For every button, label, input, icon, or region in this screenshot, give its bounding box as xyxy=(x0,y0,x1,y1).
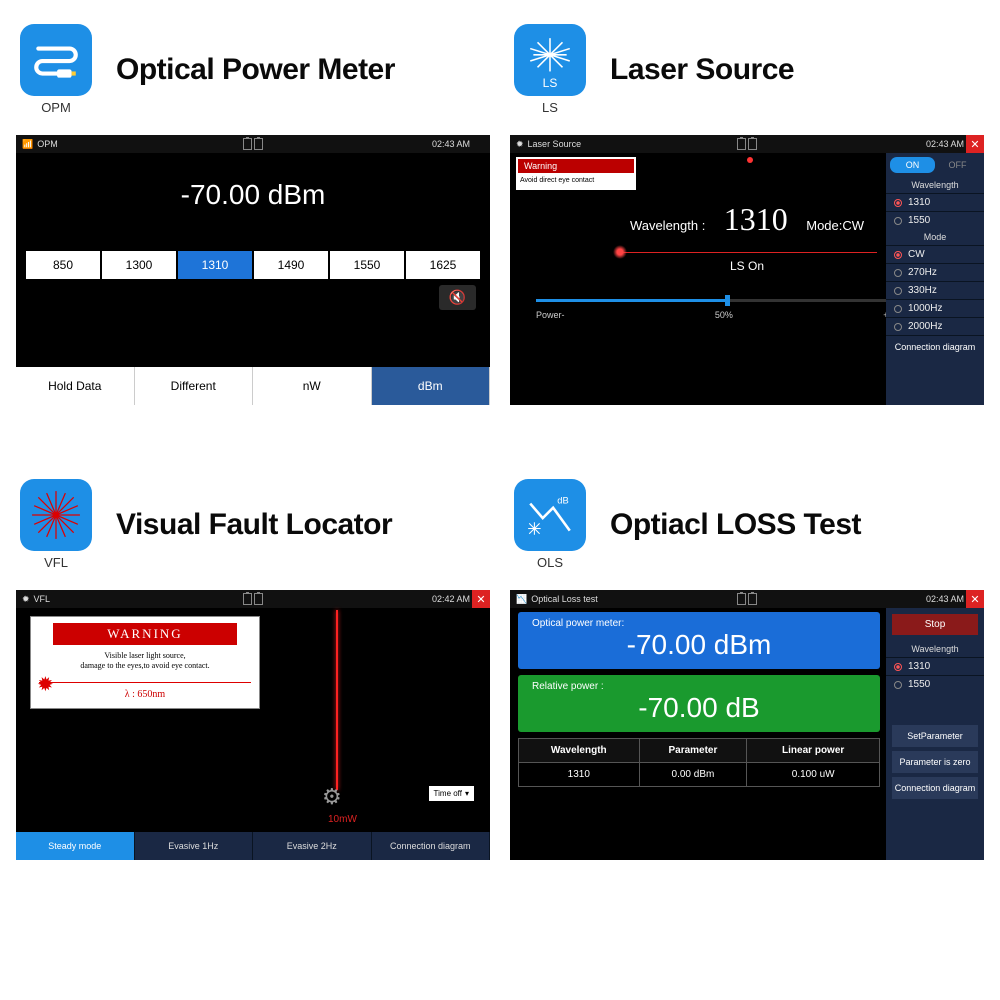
vfl-time: 02:42 AM xyxy=(432,594,470,604)
close-icon[interactable]: ✕ xyxy=(966,135,984,153)
header-vfl: VFL Visual Fault Locator xyxy=(16,473,490,578)
ls-wl-1310[interactable]: 1310 xyxy=(886,193,984,211)
hold-data-button[interactable]: Hold Data xyxy=(16,367,135,405)
ls-mode-2000[interactable]: 2000Hz xyxy=(886,317,984,335)
vfl-icon-label: VFL xyxy=(20,555,92,570)
ols-time: 02:43 AM xyxy=(926,594,964,604)
ols-status-title: 📉 Optical Loss test xyxy=(516,594,598,605)
ols-screen: 📉 Optical Loss test 02:43 AM ✕ Optical p… xyxy=(510,590,984,860)
ls-mode-330[interactable]: 330Hz xyxy=(886,281,984,299)
ls-screen: ✹ Laser Source 02:43 AM ✕ Warning Avoid … xyxy=(510,135,984,405)
wl-1310[interactable]: 1310 xyxy=(178,251,252,279)
wl-1300[interactable]: 1300 xyxy=(102,251,176,279)
ls-mode-1000[interactable]: 1000Hz xyxy=(886,299,984,317)
table-row: 1310 0.00 dBm 0.100 uW xyxy=(519,763,880,787)
header-ls: LS LS Laser Source xyxy=(510,18,984,123)
header-ols: dB OLS Optiacl LOSS Test xyxy=(510,473,984,578)
ls-title: Laser Source xyxy=(610,53,794,87)
close-icon[interactable]: ✕ xyxy=(966,590,984,608)
ls-wl-label: Wavelength : xyxy=(630,218,705,233)
wl-850[interactable]: 850 xyxy=(26,251,100,279)
opm-icon-label: OPM xyxy=(20,100,92,115)
ls-mode-270[interactable]: 270Hz xyxy=(886,263,984,281)
time-off-button[interactable]: Time off▾ xyxy=(429,786,474,801)
vfl-warning: WARNING Visible laser light source,damag… xyxy=(30,616,260,709)
laser-dot-icon xyxy=(747,157,753,163)
ls-wl-value: 1310 xyxy=(724,201,788,237)
opm-screen: 📶 OPM 02:43 AM -70.00 dBm 850 1300 1310 … xyxy=(16,135,490,405)
power-slider[interactable]: Power- 50% +Power xyxy=(536,299,914,320)
vfl-icon xyxy=(20,479,92,551)
opm-time: 02:43 AM xyxy=(432,139,470,149)
wl-1550[interactable]: 1550 xyxy=(330,251,404,279)
ols-conn-diag-button[interactable]: Connection diagram xyxy=(892,777,978,799)
ls-conn-diag[interactable]: Connection diagram xyxy=(886,335,984,358)
opm-reading: -70.00 dBm xyxy=(16,179,490,211)
vfl-screen: ✹ VFL 02:42 AM ✕ WARNING Visible laser l… xyxy=(16,590,490,860)
ls-sidebar: ONOFF Wavelength 1310 1550 Mode CW 270Hz… xyxy=(886,153,984,405)
ls-mode-label: Mode:CW xyxy=(806,218,864,233)
ols-title: Optiacl LOSS Test xyxy=(610,508,861,542)
steady-mode-button[interactable]: Steady mode xyxy=(16,832,135,860)
ls-wl-1550[interactable]: 1550 xyxy=(886,211,984,229)
ls-toggle[interactable]: ONOFF xyxy=(890,157,980,173)
connector-icon: ⚙ xyxy=(322,784,342,810)
different-button[interactable]: Different xyxy=(135,367,254,405)
evasive-1hz-button[interactable]: Evasive 1Hz xyxy=(135,832,254,860)
dbm-button[interactable]: dBm xyxy=(372,367,491,405)
opm-box: Optical power meter: -70.00 dBm xyxy=(518,612,880,669)
mute-icon[interactable]: 🔇 xyxy=(439,285,476,310)
nw-button[interactable]: nW xyxy=(253,367,372,405)
ls-warning: Warning Avoid direct eye contact xyxy=(516,157,636,190)
wl-1490[interactable]: 1490 xyxy=(254,251,328,279)
laser-burst-icon: ✹ xyxy=(37,672,54,697)
opm-status-title: 📶 OPM xyxy=(22,139,58,150)
vfl-title: Visual Fault Locator xyxy=(116,508,392,542)
vfl-power: 10mW xyxy=(328,814,357,825)
laser-beam-icon xyxy=(336,610,338,790)
opm-icon xyxy=(20,24,92,96)
laser-line-icon xyxy=(617,252,877,253)
ols-wl-1310[interactable]: 1310 xyxy=(886,657,984,675)
close-icon[interactable]: ✕ xyxy=(472,590,490,608)
vfl-lambda: λ : 650nm xyxy=(39,689,251,700)
param-zero-button[interactable]: Parameter is zero xyxy=(892,751,978,773)
ls-mode-cw[interactable]: CW xyxy=(886,245,984,263)
rel-box: Relative power : -70.00 dB xyxy=(518,675,880,732)
ols-wl-1550[interactable]: 1550 xyxy=(886,675,984,693)
opm-value: -70.00 dBm xyxy=(532,629,866,661)
stop-button[interactable]: Stop xyxy=(892,614,978,635)
vfl-status-title: ✹ VFL xyxy=(22,594,50,605)
ols-icon: dB xyxy=(514,479,586,551)
svg-text:dB: dB xyxy=(557,496,568,506)
ols-sidebar: Stop Wavelength 1310 1550 SetParameter P… xyxy=(886,608,984,860)
ls-status-title: ✹ Laser Source xyxy=(516,139,581,150)
ls-icon-label: LS xyxy=(514,100,586,115)
opm-wavelength-row: 850 1300 1310 1490 1550 1625 xyxy=(26,251,480,279)
header-opm: OPM Optical Power Meter xyxy=(16,18,490,123)
ols-table: Wavelength Parameter Linear power 1310 0… xyxy=(518,738,880,787)
ls-time: 02:43 AM xyxy=(926,139,964,149)
ols-icon-label: OLS xyxy=(514,555,586,570)
opm-title: Optical Power Meter xyxy=(116,53,395,87)
wl-1625[interactable]: 1625 xyxy=(406,251,480,279)
evasive-2hz-button[interactable]: Evasive 2Hz xyxy=(253,832,372,860)
ls-icon: LS xyxy=(514,24,586,96)
set-parameter-button[interactable]: SetParameter xyxy=(892,725,978,747)
rel-value: -70.00 dB xyxy=(532,692,866,724)
vfl-conn-diag-button[interactable]: Connection diagram xyxy=(372,832,491,860)
